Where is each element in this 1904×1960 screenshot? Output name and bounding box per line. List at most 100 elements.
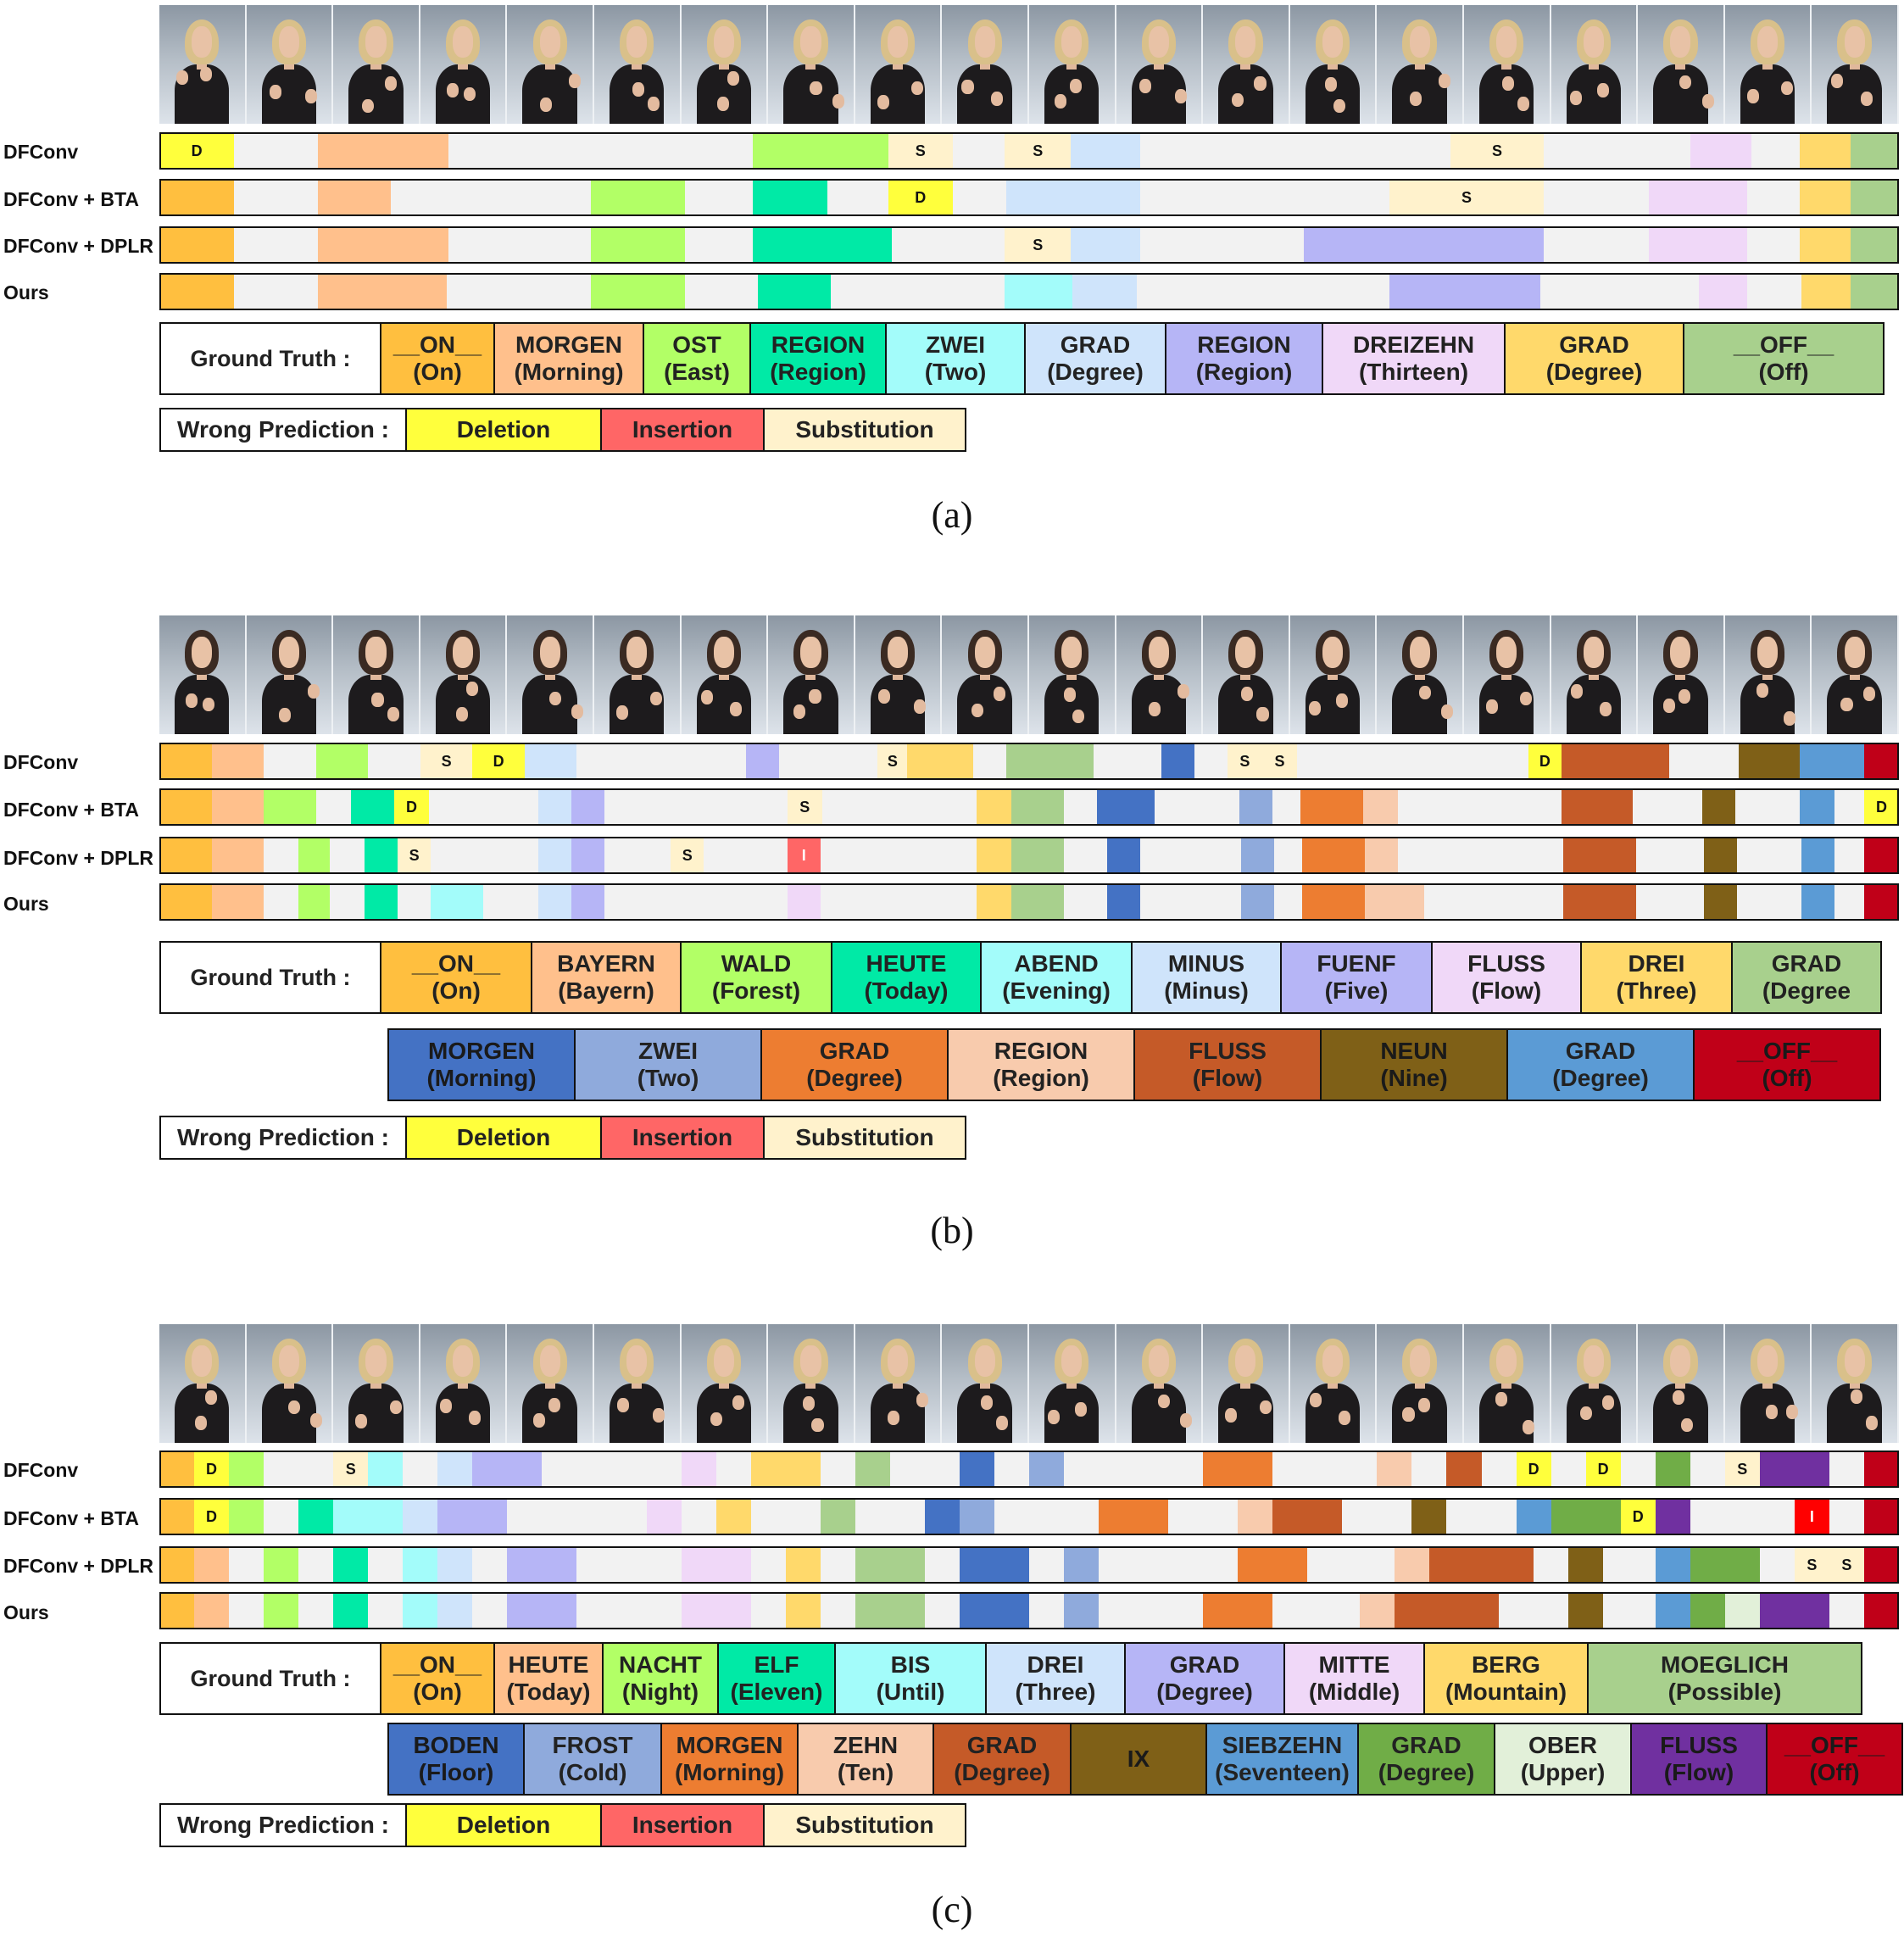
gloss-segment xyxy=(571,838,605,872)
ground-truth-legend: Ground Truth : __ON__ (On) MORGEN (Morning) O… xyxy=(159,322,1885,395)
gloss-segment xyxy=(211,744,264,778)
gloss-segment xyxy=(365,885,398,919)
signer-hand xyxy=(1324,77,1338,92)
gloss-legend-cell: __ON__ (On) xyxy=(380,1642,495,1715)
gloss-segment xyxy=(194,1548,230,1582)
gloss-segment xyxy=(1011,790,1065,824)
signer-face xyxy=(887,637,909,668)
error-segment: D xyxy=(194,1452,230,1486)
signer-body xyxy=(522,675,577,734)
gloss-segment xyxy=(161,1548,195,1582)
signer-hand xyxy=(648,96,660,111)
signer-hand xyxy=(1336,693,1349,709)
gloss-segment xyxy=(1850,275,1897,309)
video-frame xyxy=(1116,615,1204,734)
gloss-segment xyxy=(907,744,974,778)
gloss-translation: (Two) xyxy=(924,359,987,385)
signer-hand xyxy=(732,1395,744,1410)
gloss-legend-cell: SIEBZEHN (Seventeen) xyxy=(1205,1723,1359,1796)
error-segment: S xyxy=(877,744,908,778)
gloss-translation: (Off) xyxy=(1809,1759,1860,1785)
gloss-name: ZEHN xyxy=(832,1732,899,1758)
gloss-segment xyxy=(1071,134,1141,168)
gloss-segment xyxy=(750,1452,821,1486)
gloss-translation: (Degree xyxy=(1762,977,1851,1004)
signer-face xyxy=(800,26,821,58)
gloss-legend-cell: GRAD (Degree) xyxy=(933,1723,1072,1796)
gloss-legend-cell: MORGEN (Morning) xyxy=(387,1028,576,1101)
gloss-translation: (Today) xyxy=(864,977,949,1004)
signer-hand xyxy=(371,693,384,707)
gloss-translation: (Degree) xyxy=(1378,1759,1475,1785)
video-frame xyxy=(768,1324,855,1443)
signer-body xyxy=(1653,675,1708,734)
signer-hand xyxy=(384,76,397,91)
video-frame xyxy=(333,1324,420,1443)
gloss-segment xyxy=(333,1548,369,1582)
gloss-translation: (Three) xyxy=(1015,1679,1096,1705)
signer-face xyxy=(365,1345,387,1377)
signer-body xyxy=(696,675,752,734)
gloss-segment xyxy=(646,1500,682,1534)
gloss-name: MORGEN xyxy=(676,1732,783,1758)
signer-hand xyxy=(278,708,291,722)
signer-hand xyxy=(1333,98,1346,114)
error-segment: S xyxy=(1005,228,1072,262)
signer-hand xyxy=(1523,1420,1535,1435)
gloss-segment xyxy=(1759,1594,1829,1628)
gloss-legend-cell: DREIZEHN (Thirteen) xyxy=(1322,322,1506,395)
ground-truth-label: Ground Truth : xyxy=(159,1642,381,1715)
gloss-legend-cell: OST (East) xyxy=(643,322,751,395)
video-frame xyxy=(159,1324,247,1443)
video-frame xyxy=(1028,5,1116,124)
gloss-segment xyxy=(1006,181,1141,214)
gloss-translation: (Upper) xyxy=(1520,1759,1606,1785)
signer-body xyxy=(1566,1384,1621,1443)
gloss-segment xyxy=(298,838,331,872)
gloss-translation: (Seventeen) xyxy=(1215,1759,1350,1785)
gloss-legend-cell: REGION (Region) xyxy=(947,1028,1135,1101)
signer-hand xyxy=(811,1417,824,1433)
gloss-segment xyxy=(1203,1452,1273,1486)
video-frame xyxy=(681,5,769,124)
gloss-legend-cell: NEUN (Nine) xyxy=(1320,1028,1508,1101)
signer-hand xyxy=(1746,89,1759,104)
signer-face xyxy=(1844,26,1865,58)
gloss-legend-cell: WALD (Forest) xyxy=(680,941,832,1014)
signer-hand xyxy=(456,706,469,721)
signer-hand xyxy=(186,693,198,709)
gloss-segment xyxy=(538,838,572,872)
error-segment: D xyxy=(1863,790,1897,824)
signer-hand xyxy=(710,1412,722,1427)
signer-hand xyxy=(877,688,890,704)
signer-hand xyxy=(993,687,1005,701)
gloss-segment xyxy=(211,885,264,919)
gloss-segment xyxy=(820,1500,855,1534)
video-frame xyxy=(1377,5,1464,124)
signer-hand xyxy=(1440,704,1453,719)
video-frame xyxy=(1463,1324,1551,1443)
video-frame xyxy=(1203,5,1290,124)
gloss-segment xyxy=(1568,1594,1604,1628)
video-frame-strip xyxy=(159,5,1899,124)
gloss-segment xyxy=(1161,744,1194,778)
gloss-translation: (Night) xyxy=(621,1679,699,1705)
gloss-segment xyxy=(1850,134,1897,168)
signer-face xyxy=(1409,26,1430,58)
gloss-segment xyxy=(1863,1452,1897,1486)
signer-hand xyxy=(464,86,476,102)
gloss-segment xyxy=(161,885,212,919)
error-type-deletion: Deletion xyxy=(405,408,602,452)
gloss-segment xyxy=(1064,1594,1100,1628)
gloss-translation: (On) xyxy=(431,977,481,1004)
gloss-name: ELF xyxy=(754,1651,799,1678)
signer-hand xyxy=(1681,1417,1694,1433)
signer-hand xyxy=(1438,74,1450,88)
signer-face xyxy=(800,1345,821,1377)
gloss-name: BAYERN xyxy=(557,950,655,977)
panel-b: DFConv S D S S S D DFConv + BTA D S D DFConv + DPLR… xyxy=(0,615,1904,1260)
gloss-translation: (Region) xyxy=(993,1065,1089,1091)
signer-hand xyxy=(195,1415,208,1430)
signer-face xyxy=(1322,1345,1344,1377)
